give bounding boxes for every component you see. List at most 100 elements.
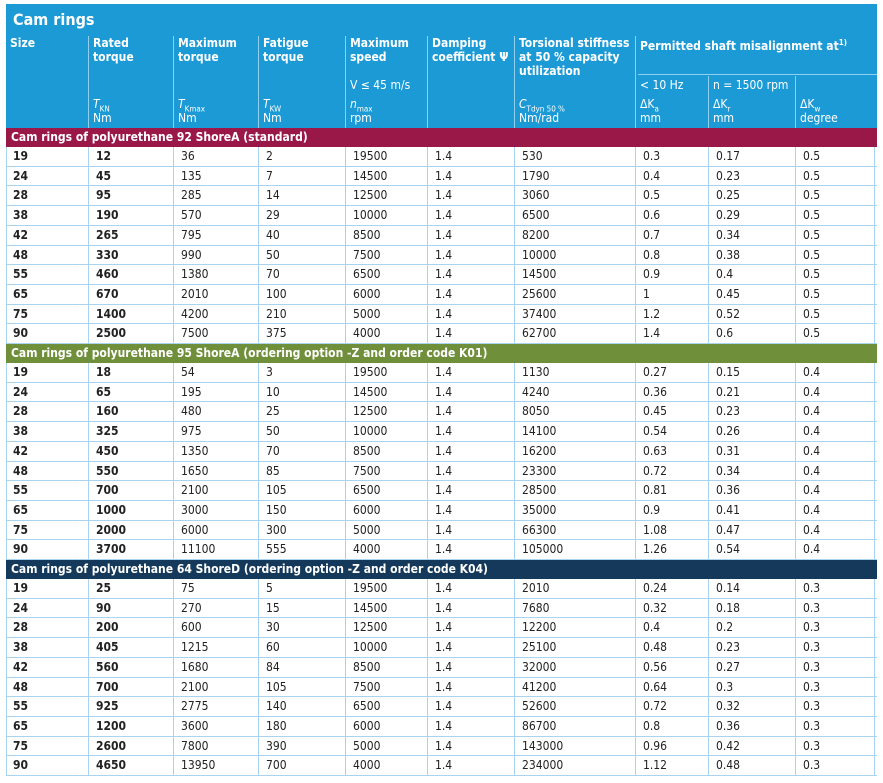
column-label: Fatigue torque (263, 36, 309, 64)
table-cell: 8500 (353, 227, 381, 242)
column-unit: Nm (93, 111, 112, 125)
table-cell: 11100 (181, 542, 216, 557)
column-line (795, 363, 796, 560)
table-cell: 3700 (96, 542, 127, 557)
column-line (635, 579, 636, 776)
column-line (427, 579, 428, 776)
table-cell: 5000 (353, 738, 381, 753)
group-note: 1) (838, 38, 848, 47)
header-divider (795, 76, 796, 128)
column-line (345, 363, 346, 560)
table-cell: 0.45 (643, 404, 668, 419)
table-cell: 1.4 (435, 208, 453, 223)
column-line (514, 363, 515, 560)
column-line (874, 579, 875, 776)
table-title: Cam rings (13, 10, 95, 29)
table-cell: 28 (13, 620, 29, 635)
column-line (874, 363, 875, 560)
table-cell: 570 (181, 208, 202, 223)
table-cell: 1350 (181, 443, 209, 458)
column-line (173, 579, 174, 776)
table-cell: 0.36 (716, 483, 741, 498)
row-line (6, 205, 877, 207)
table-cell: 2000 (96, 522, 127, 537)
table-cell: 1200 (96, 718, 127, 733)
table-cell: 0.3 (803, 600, 821, 615)
row-line (6, 165, 877, 167)
table-cell: 2 (266, 149, 273, 163)
column-symbol: ΔKr (713, 97, 730, 116)
column-line (345, 147, 346, 344)
table-cell: 1 (643, 286, 650, 301)
table-cell: 50 (266, 424, 280, 439)
group-label: Permitted shaft misalignment at1) (640, 36, 847, 53)
symbol-subscript: Tdyn 50 % (526, 104, 565, 114)
table-cell: 3600 (181, 718, 209, 733)
table-cell: 0.64 (643, 679, 668, 694)
table-cell: 28500 (522, 483, 557, 498)
row-line (6, 735, 877, 737)
table-cell: 2010 (181, 286, 209, 301)
table-cell: 65 (13, 286, 29, 301)
table-cell: 1650 (181, 463, 209, 478)
table-cell: 450 (96, 443, 119, 458)
table-cell: 75 (13, 522, 29, 537)
table-cell: 19 (13, 581, 29, 595)
table-cell: 1.4 (435, 463, 453, 478)
table-cell: 0.24 (643, 581, 668, 595)
row-line (6, 264, 877, 266)
table-cell: 2100 (181, 679, 209, 694)
table-cell: 0.56 (643, 659, 668, 674)
table-cell: 90 (96, 600, 112, 615)
table-cell: 0.21 (716, 384, 741, 399)
column-line (88, 363, 89, 560)
table-cell: 460 (96, 267, 119, 282)
column-line (6, 579, 7, 776)
column-line (874, 147, 875, 344)
header-divider (635, 36, 636, 128)
table-cell: 1680 (181, 659, 209, 674)
table-cell: 105000 (522, 542, 564, 557)
table-cell: 0.15 (716, 365, 741, 379)
table-cell: 5000 (353, 306, 381, 321)
table-cell: 2600 (96, 738, 127, 753)
table-cell: 0.5 (803, 326, 821, 341)
table-cell: 1.4 (435, 247, 453, 262)
table-cell: 84 (266, 659, 280, 674)
symbol-subscript: r (727, 104, 731, 114)
table-cell: 0.23 (716, 168, 741, 183)
symbol: T (93, 97, 100, 111)
table-cell: 2775 (181, 699, 209, 714)
section-title: Cam rings of polyurethane 64 ShoreD (ord… (6, 560, 877, 579)
table-cell: 12500 (353, 620, 388, 635)
table-cell: 29 (266, 208, 280, 223)
table-cell: 32000 (522, 659, 557, 674)
table-cell: 42 (13, 227, 29, 242)
table-cell: 10000 (353, 208, 388, 223)
table-cell: 0.3 (803, 581, 821, 595)
table-cell: 42 (13, 659, 29, 674)
column-symbol: nmax (350, 97, 373, 116)
table-cell: 8200 (522, 227, 550, 242)
table-cell: 670 (96, 286, 119, 301)
table-cell: 0.4 (803, 502, 821, 517)
table-cell: 0.5 (803, 306, 821, 321)
table-cell: 3060 (522, 188, 550, 203)
table-cell: 90 (13, 758, 29, 773)
table-cell: 390 (266, 738, 287, 753)
table-cell: 555 (266, 542, 287, 557)
table-cell: 19500 (353, 581, 388, 595)
column-label: Maximum torque (178, 36, 237, 64)
table-cell: 0.3 (643, 149, 661, 163)
row-line (6, 775, 877, 776)
table-cell: 1.4 (435, 424, 453, 439)
table-cell: 1.4 (435, 365, 453, 379)
table-cell: 0.36 (716, 718, 741, 733)
table-cell: 65 (13, 718, 29, 733)
table-cell: 0.4 (716, 267, 734, 282)
table-cell: 0.4 (803, 424, 821, 439)
table-cell: 0.72 (643, 463, 668, 478)
column-line (88, 147, 89, 344)
table-cell: 0.32 (716, 699, 741, 714)
